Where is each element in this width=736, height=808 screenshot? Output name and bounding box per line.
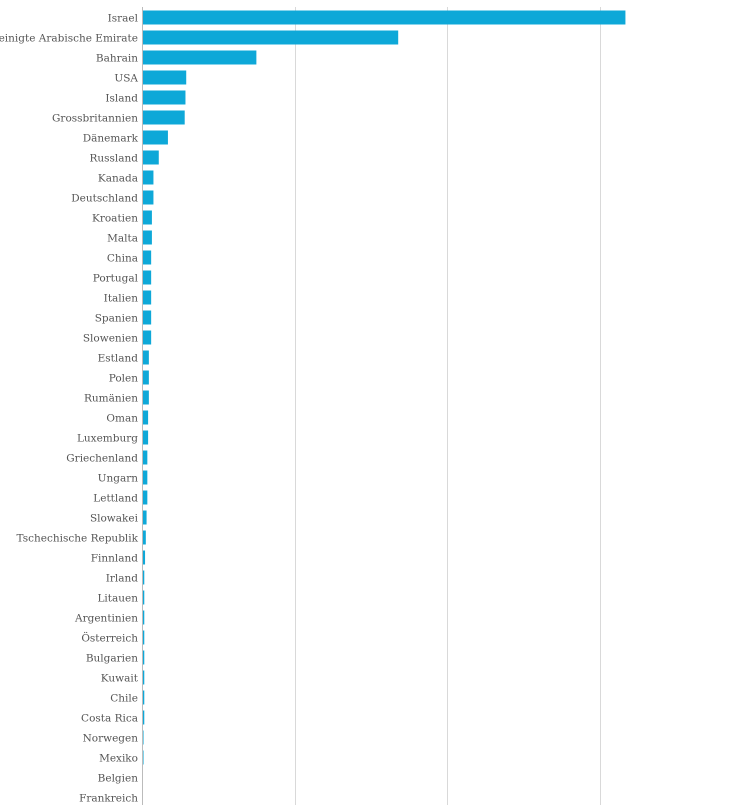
bar-5 [142,110,185,125]
bar-18 [142,370,149,385]
bar-25 [142,510,147,525]
bar-1 [142,30,399,45]
bar-12 [142,250,152,265]
category-label-19: Rumänien [84,392,138,404]
bar-30 [142,610,145,625]
bar-22 [142,450,148,465]
category-label-12: China [107,252,138,264]
category-label-22: Griechenland [66,452,138,464]
bar-33 [142,670,145,685]
category-label-33: Kuwait [101,672,139,684]
bar-11 [142,230,152,245]
bar-13 [142,270,152,285]
category-label-30: Argentinien [74,612,138,624]
bar-8 [142,170,154,185]
category-labels: Israel Vereinigte Arabische Emirate Bahrai… [0,12,139,804]
bar-4 [142,90,186,105]
category-label-2: Bahrain [96,52,138,64]
bar-17 [142,350,149,365]
category-label-20: Oman [106,412,138,424]
category-label-8: Kanada [98,172,138,184]
category-label-9: Deutschland [71,192,138,204]
bar-6 [142,130,168,145]
category-label-21: Luxemburg [77,432,138,444]
category-label-4: Island [105,92,138,104]
category-label-32: Bulgarien [86,652,138,664]
bar-28 [142,570,145,585]
bar-15 [142,310,152,325]
category-label-10: Kroatien [92,212,138,224]
bar-9 [142,190,154,205]
category-label-11: Malta [107,232,138,244]
category-label-5: Grossbritannien [52,112,138,124]
bar-19 [142,390,149,405]
category-label-39: Frankreich [79,792,138,804]
category-label-17: Estland [98,352,139,364]
category-label-15: Spanien [95,312,139,324]
category-label-26: Tschechische Republik [17,532,139,544]
category-label-37: Mexiko [99,752,138,764]
bar-20 [142,410,149,425]
category-label-7: Russland [89,152,138,164]
bar-14 [142,290,152,305]
category-label-16: Slowenien [83,332,138,344]
category-label-24: Lettland [93,492,138,504]
category-label-18: Polen [109,372,139,384]
bar-31 [142,630,145,645]
gridlines [295,7,601,805]
category-label-0: Israel [108,12,139,24]
bar-24 [142,490,148,505]
bar-32 [142,650,145,665]
bar-27 [142,550,146,565]
bar-0 [142,10,626,25]
category-label-36: Norwegen [83,732,139,744]
bar-29 [142,590,145,605]
category-label-6: Dänemark [83,132,139,144]
category-label-27: Finnland [91,552,139,564]
bars [142,10,626,765]
bar-21 [142,430,149,445]
category-label-34: Chile [110,692,138,704]
bar-23 [142,470,148,485]
category-label-14: Italien [104,292,139,304]
category-label-29: Litauen [97,592,138,604]
bar-2 [142,50,257,65]
category-label-3: USA [114,72,138,84]
category-label-25: Slowakei [90,512,139,524]
bar-16 [142,330,152,345]
bar-7 [142,150,159,165]
category-label-35: Costa Rica [81,712,138,724]
bar-34 [142,690,145,705]
category-label-38: Belgien [98,772,139,784]
bar-35 [142,710,145,725]
bar-10 [142,210,152,225]
bar-3 [142,70,187,85]
bar-26 [142,530,146,545]
category-label-31: Österreich [81,630,138,644]
category-label-1: Vereinigte Arabische Emirate [0,32,138,44]
category-label-23: Ungarn [98,472,139,484]
category-label-28: Irland [106,572,139,584]
category-label-13: Portugal [93,272,139,284]
